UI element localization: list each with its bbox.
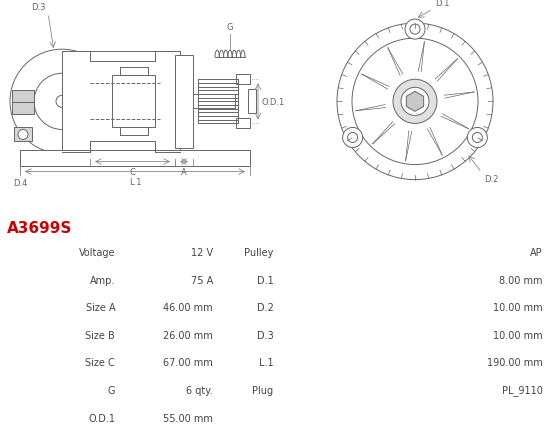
Bar [248,90,256,114]
Polygon shape [407,92,424,112]
Text: Plug: Plug [253,385,273,395]
Circle shape [343,128,363,148]
Text: AP: AP [530,247,543,258]
Text: A3699S: A3699S [7,221,72,236]
Circle shape [393,80,437,124]
Text: D.3: D.3 [256,330,273,340]
Text: A: A [181,167,187,176]
Text: Amp.: Amp. [90,275,115,285]
Bar [12,91,34,103]
Text: D.1: D.1 [256,275,273,285]
Bar [112,76,155,128]
Text: L.1: L.1 [259,357,273,367]
Bar [12,103,34,115]
Circle shape [410,25,420,35]
Circle shape [18,130,28,140]
Text: 10.00 mm: 10.00 mm [493,330,543,340]
Circle shape [10,50,114,154]
Text: O.D.1: O.D.1 [88,413,115,423]
Text: 75 A: 75 A [191,275,213,285]
Text: 12 V: 12 V [191,247,213,258]
Bar [236,119,250,129]
Bar [236,75,250,85]
Circle shape [352,39,478,165]
Text: 46.00 mm: 46.00 mm [164,303,213,313]
Circle shape [56,96,68,108]
Bar [175,56,193,148]
Text: 6 qty.: 6 qty. [186,385,213,395]
Text: Size A: Size A [86,303,115,313]
Text: D.1: D.1 [435,0,449,8]
Text: 190.00 mm: 190.00 mm [487,357,543,367]
Text: L.1: L.1 [129,177,141,186]
Bar [193,95,235,109]
Circle shape [401,88,429,116]
Text: Size B: Size B [86,330,115,340]
Circle shape [472,133,482,143]
Text: 67.00 mm: 67.00 mm [164,357,213,367]
Circle shape [348,133,358,143]
Text: D.4: D.4 [13,178,27,187]
Bar [62,52,180,152]
Text: D.2: D.2 [256,303,273,313]
Text: O.D.1: O.D.1 [261,98,284,106]
Text: Size C: Size C [86,357,115,367]
Text: D.3: D.3 [31,3,45,12]
Circle shape [405,20,425,40]
Text: Voltage: Voltage [79,247,115,258]
Text: 8.00 mm: 8.00 mm [500,275,543,285]
Text: C: C [129,167,136,176]
Text: 55.00 mm: 55.00 mm [163,413,213,423]
Bar [14,128,32,142]
Text: 26.00 mm: 26.00 mm [164,330,213,340]
Text: PL_9110: PL_9110 [502,385,543,396]
Text: G: G [227,23,234,32]
Circle shape [468,128,487,148]
Text: Pulley: Pulley [244,247,273,258]
Text: 10.00 mm: 10.00 mm [493,303,543,313]
Bar [20,150,250,166]
Text: G: G [108,385,115,395]
Text: D.2: D.2 [484,175,498,184]
Circle shape [337,24,493,180]
